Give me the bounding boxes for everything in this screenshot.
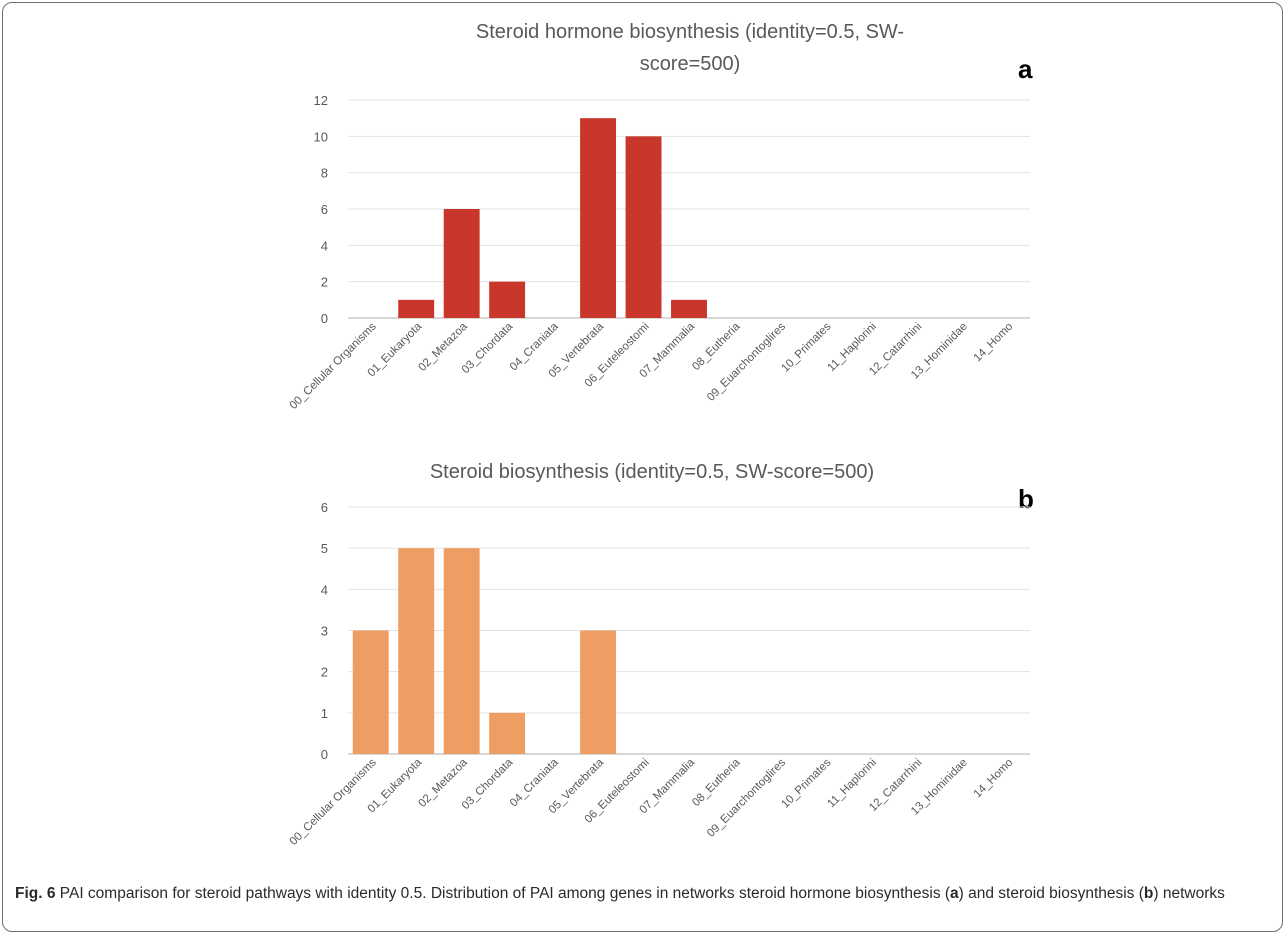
chart-a-y-tick-label: 0: [321, 311, 328, 326]
chart-b-category-label: 14_Homo: [972, 757, 1016, 801]
chart-a-title-line: Steroid hormone biosynthesis (identity=0…: [476, 21, 904, 43]
chart-a-y-tick-label: 10: [314, 129, 328, 144]
chart-b-category-label: 00_Cellular Organisms: [288, 756, 379, 847]
caption-fig-label: Fig. 6: [15, 885, 56, 902]
chart-a-category-label: 00_Cellular Organisms: [288, 320, 379, 411]
chart-a-title-line: score=500): [640, 53, 741, 75]
chart-b-y-tick-label: 5: [321, 541, 328, 556]
chart-b-bar: [398, 548, 435, 754]
chart-a-bar: [398, 299, 435, 318]
chart-a-bar: [443, 209, 480, 318]
chart-b-category-label: 09_Euarchontoglires: [705, 756, 788, 839]
chart-b-bar: [580, 630, 617, 754]
chart-a-bar: [671, 299, 707, 318]
chart-a-y-tick-label: 12: [314, 93, 328, 108]
chart-b-panel-label: b: [1018, 484, 1034, 514]
chart-a-y-tick-label: 4: [321, 238, 328, 253]
caption-text-1: PAI comparison for steroid pathways with…: [55, 885, 951, 902]
chart-b-title-line: Steroid biosynthesis (identity=0.5, SW-s…: [430, 461, 874, 483]
caption-ref-a: a: [950, 885, 959, 902]
chart-b-y-tick-label: 4: [321, 582, 328, 597]
chart-b-y-tick-label: 6: [321, 500, 328, 515]
figure-charts: Steroid hormone biosynthesis (identity=0…: [288, 21, 1034, 848]
chart-a-y-tick-label: 6: [321, 202, 328, 217]
chart-a-bar: [580, 118, 617, 319]
chart-b-y-tick-label: 2: [321, 665, 328, 680]
chart-b-bar: [489, 712, 526, 754]
caption-ref-b: b: [1143, 885, 1154, 902]
chart-a-y-tick-label: 2: [321, 275, 328, 290]
chart-b-bar: [352, 630, 389, 754]
chart-b-y-tick-label: 3: [321, 624, 328, 639]
caption-text-2: ) and steroid biosynthesis (: [958, 885, 1144, 902]
chart-b-y-tick-label: 0: [321, 747, 328, 762]
caption-text-3: ) networks: [1153, 885, 1225, 902]
chart-a-bar: [625, 136, 662, 318]
chart-a-panel-label: a: [1018, 54, 1033, 84]
chart-a-category-label: 09_Euarchontoglires: [705, 320, 788, 403]
chart-a-category-label: 14_Homo: [972, 321, 1016, 365]
chart-a-bar: [489, 281, 526, 318]
figure-caption: Fig. 6 PAI comparison for steroid pathwa…: [15, 883, 1277, 905]
chart-b-y-tick-label: 1: [321, 706, 328, 721]
chart-a-y-tick-label: 8: [321, 166, 328, 181]
chart-b-bar: [443, 548, 480, 754]
